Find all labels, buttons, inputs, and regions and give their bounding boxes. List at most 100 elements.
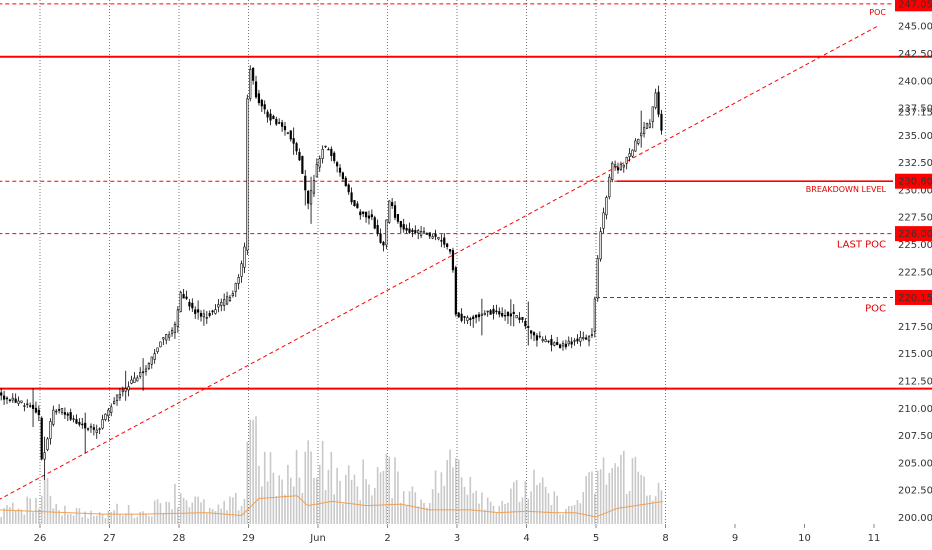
volume-bar-12 xyxy=(32,512,34,524)
candle-body-112 xyxy=(321,148,324,159)
candle-body-208 xyxy=(599,231,602,260)
volume-bar-140 xyxy=(402,491,405,524)
volume-bar-7 xyxy=(17,508,20,524)
volume-bar-196 xyxy=(565,508,567,524)
trendline-group xyxy=(0,25,878,500)
volume-bar-108 xyxy=(310,451,312,524)
volume-bar-110 xyxy=(316,477,318,524)
volume-bar-228 xyxy=(657,482,660,524)
candle-body-38 xyxy=(107,409,110,417)
candle-body-176 xyxy=(506,311,510,317)
candle-body-171 xyxy=(492,308,495,314)
volume-bar-168 xyxy=(484,509,486,524)
candle-body-225 xyxy=(648,123,651,128)
candle-body-188 xyxy=(541,339,544,342)
candle-body-226 xyxy=(651,106,654,123)
volume-bar-62 xyxy=(177,507,179,524)
volume-bar-35 xyxy=(98,512,101,524)
volume-bar-121 xyxy=(347,465,350,524)
candle-body-182 xyxy=(524,320,527,327)
y-tick-label-5: 212.50 xyxy=(898,376,932,387)
candle-body-19 xyxy=(52,409,55,425)
candle-body-8 xyxy=(20,400,23,403)
x-tick-label-9: 8 xyxy=(662,533,668,544)
volume-bar-217 xyxy=(625,494,628,524)
volume-bar-170 xyxy=(489,501,492,524)
volume-bar-197 xyxy=(567,505,570,524)
volume-bar-20 xyxy=(55,503,58,524)
candle-body-227 xyxy=(654,92,657,108)
volume-bar-193 xyxy=(556,495,558,524)
volume-bar-131 xyxy=(376,467,379,524)
candle-body-186 xyxy=(535,335,539,341)
candle-body-55 xyxy=(156,347,159,353)
x-tick-label-0: 26 xyxy=(34,533,47,544)
volume-bar-157 xyxy=(452,467,454,524)
price-badge-text-2: 247.05 xyxy=(898,0,932,10)
x-tick-label-7: 4 xyxy=(523,533,529,544)
volume-bar-85 xyxy=(243,498,246,524)
candle-body-43 xyxy=(121,389,124,393)
candle-body-191 xyxy=(550,339,553,346)
candle-body-117 xyxy=(336,162,339,167)
candle-body-104 xyxy=(298,151,301,161)
volume-bar-100 xyxy=(287,464,289,524)
volume-bar-229 xyxy=(660,490,663,524)
volume-bars xyxy=(0,416,663,524)
candle-body-14 xyxy=(37,409,40,416)
volume-bar-115 xyxy=(330,451,333,524)
candle-body-160 xyxy=(460,313,463,321)
candle-body-134 xyxy=(385,219,388,246)
volume-bar-176 xyxy=(507,502,509,524)
candle-body-213 xyxy=(614,164,617,167)
candle-body-39 xyxy=(110,406,113,413)
volume-bar-93 xyxy=(266,481,269,524)
volume-bar-156 xyxy=(449,449,451,524)
y-tick-label-15: 237.50 xyxy=(898,104,932,115)
candle-body-177 xyxy=(509,313,512,317)
volume-bar-18 xyxy=(49,495,52,524)
candle-body-210 xyxy=(605,197,608,216)
volume-bar-16 xyxy=(43,480,46,524)
price-badge-text-3: 230.80 xyxy=(898,177,932,188)
volume-bar-172 xyxy=(495,512,498,524)
volume-bar-40 xyxy=(113,510,115,524)
candle-body-200 xyxy=(576,338,579,342)
candle-body-142 xyxy=(408,228,411,233)
x-tick-label-10: 9 xyxy=(732,533,738,544)
volume-bar-202 xyxy=(582,492,585,524)
candle-body-194 xyxy=(558,344,562,348)
candle-body-116 xyxy=(333,152,336,161)
volume-bar-165 xyxy=(475,490,477,524)
candle-body-26 xyxy=(72,418,75,420)
volume-bar-95 xyxy=(272,472,275,524)
candle-body-153 xyxy=(440,240,443,242)
volume-bar-64 xyxy=(182,497,185,524)
candle-body-166 xyxy=(477,314,481,318)
volume-bar-36 xyxy=(101,514,104,524)
volume-bar-73 xyxy=(208,507,211,524)
candle-body-5 xyxy=(11,397,14,401)
candle-body-179 xyxy=(515,315,518,319)
volume-bar-195 xyxy=(562,514,564,524)
volume-bar-136 xyxy=(391,498,393,524)
candle-body-220 xyxy=(634,140,637,152)
volume-bar-17 xyxy=(46,477,49,524)
volume-bar-160 xyxy=(460,477,463,524)
candle-body-46 xyxy=(130,379,133,384)
candle-body-51 xyxy=(144,368,148,372)
candle-body-72 xyxy=(205,317,208,319)
volume-bar-190 xyxy=(547,493,550,524)
candle-body-73 xyxy=(208,313,211,316)
candle-body-100 xyxy=(286,132,289,134)
volume-bar-94 xyxy=(269,452,272,524)
candle-body-4 xyxy=(8,399,11,401)
time-axis[interactable]: 26 27 28 29 Jun 2 3 4 5 8 9 10 11 xyxy=(34,524,881,544)
volume-bar-205 xyxy=(591,471,593,524)
volume-bar-179 xyxy=(515,479,518,524)
candle-body-211 xyxy=(608,176,611,198)
candle-body-111 xyxy=(318,158,321,168)
volume-bar-27 xyxy=(75,508,78,524)
volume-bar-143 xyxy=(411,486,414,524)
